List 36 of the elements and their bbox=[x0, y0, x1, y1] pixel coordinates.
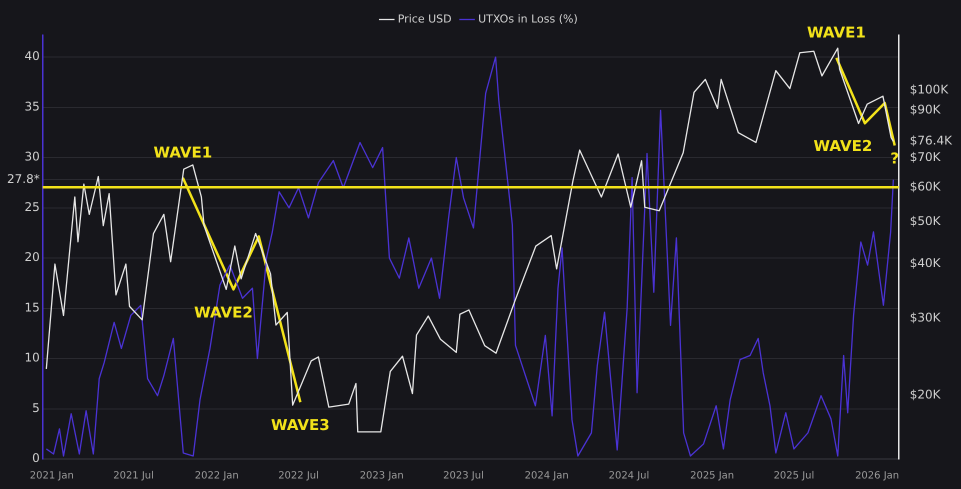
x-tick-label: 2025 Jul bbox=[774, 470, 814, 482]
y-tick-label: 5 bbox=[32, 400, 40, 415]
y-tick-label: 15 bbox=[24, 300, 40, 314]
y-tick-label: 30 bbox=[24, 150, 40, 164]
x-tick-label: 2025 Jan bbox=[690, 470, 734, 482]
y2-tick-label: $76.4K bbox=[910, 134, 954, 148]
y2-tick-label: $70K bbox=[910, 150, 942, 164]
x-tick-label: 2021 Jul bbox=[113, 470, 154, 482]
x-tick-label: 2024 Jul bbox=[608, 470, 650, 482]
x-tick-label: 2023 Jan bbox=[360, 470, 404, 482]
annotation: WAVE1 bbox=[153, 144, 212, 162]
y2-tick-label: $100K bbox=[910, 82, 950, 97]
y2-tick-label: $20K bbox=[910, 388, 942, 402]
y2-tick-label: $90K bbox=[910, 102, 942, 117]
x-tick-label: 2021 Jan bbox=[30, 470, 74, 482]
x-tick-label: 2023 Jul bbox=[443, 470, 484, 482]
y-tick-label: 27.8* bbox=[7, 172, 40, 186]
y-tick-label: 0 bbox=[32, 451, 40, 466]
x-tick-label: 2026 Jan bbox=[855, 470, 900, 482]
y2-tick-label: $50K bbox=[910, 214, 942, 228]
y-tick-label: 20 bbox=[24, 250, 40, 264]
annotation: WAVE1 bbox=[807, 24, 866, 42]
y-tick-label: 40 bbox=[24, 49, 40, 64]
annotation: WAVE2 bbox=[813, 137, 872, 156]
y-tick-label: 35 bbox=[24, 99, 40, 114]
y2-tick-label: $40K bbox=[910, 256, 942, 270]
x-tick-label: 2022 Jan bbox=[194, 470, 239, 482]
y2-tick-label: $30K bbox=[910, 310, 942, 325]
x-tick-label: 2022 Jul bbox=[278, 470, 319, 482]
x-tick-label: 2024 Jan bbox=[524, 470, 569, 482]
legend-label: UTXOs in Loss (%) bbox=[478, 12, 578, 26]
legend-label: Price USD bbox=[398, 12, 452, 26]
annotation: WAVE3 bbox=[270, 416, 330, 434]
y-tick-label: 25 bbox=[24, 200, 40, 214]
y-tick-label: 10 bbox=[24, 350, 40, 365]
y2-tick-label: $60K bbox=[910, 179, 942, 194]
